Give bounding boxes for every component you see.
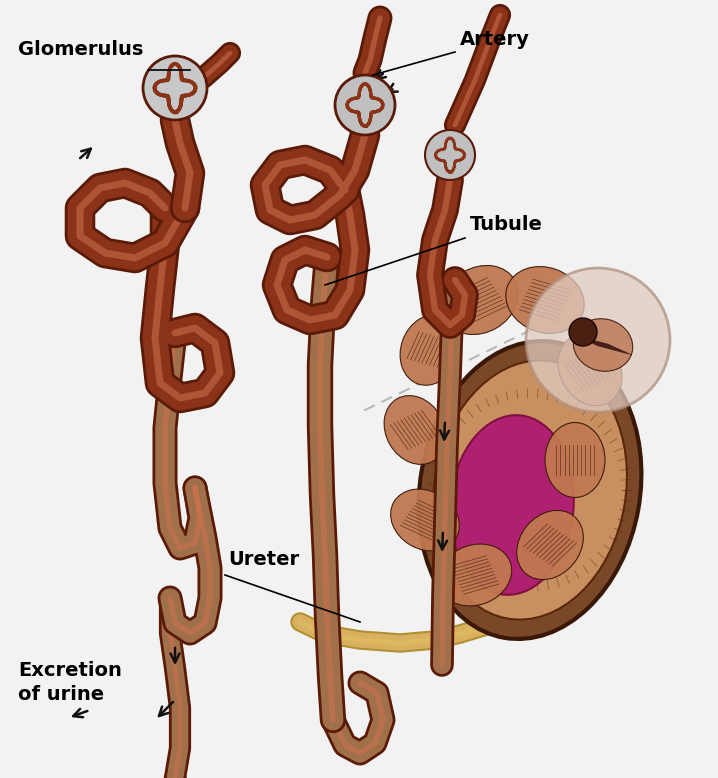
Ellipse shape: [391, 489, 460, 551]
Text: Glomerulus: Glomerulus: [18, 40, 144, 59]
Ellipse shape: [384, 396, 446, 464]
Ellipse shape: [419, 341, 641, 639]
Circle shape: [526, 268, 670, 412]
Ellipse shape: [558, 335, 622, 406]
Ellipse shape: [517, 510, 583, 580]
Ellipse shape: [442, 265, 518, 335]
Circle shape: [143, 56, 207, 120]
Text: Ureter: Ureter: [228, 550, 299, 569]
Ellipse shape: [545, 422, 605, 497]
Text: Artery: Artery: [460, 30, 530, 49]
Text: Tubule: Tubule: [470, 215, 543, 234]
Ellipse shape: [400, 315, 460, 385]
Circle shape: [335, 75, 395, 135]
Circle shape: [569, 318, 597, 346]
Ellipse shape: [573, 319, 633, 371]
Ellipse shape: [450, 415, 574, 595]
Ellipse shape: [438, 544, 512, 606]
Ellipse shape: [433, 360, 627, 619]
Circle shape: [425, 130, 475, 180]
Text: Excretion
of urine: Excretion of urine: [18, 661, 122, 704]
Ellipse shape: [505, 267, 584, 334]
